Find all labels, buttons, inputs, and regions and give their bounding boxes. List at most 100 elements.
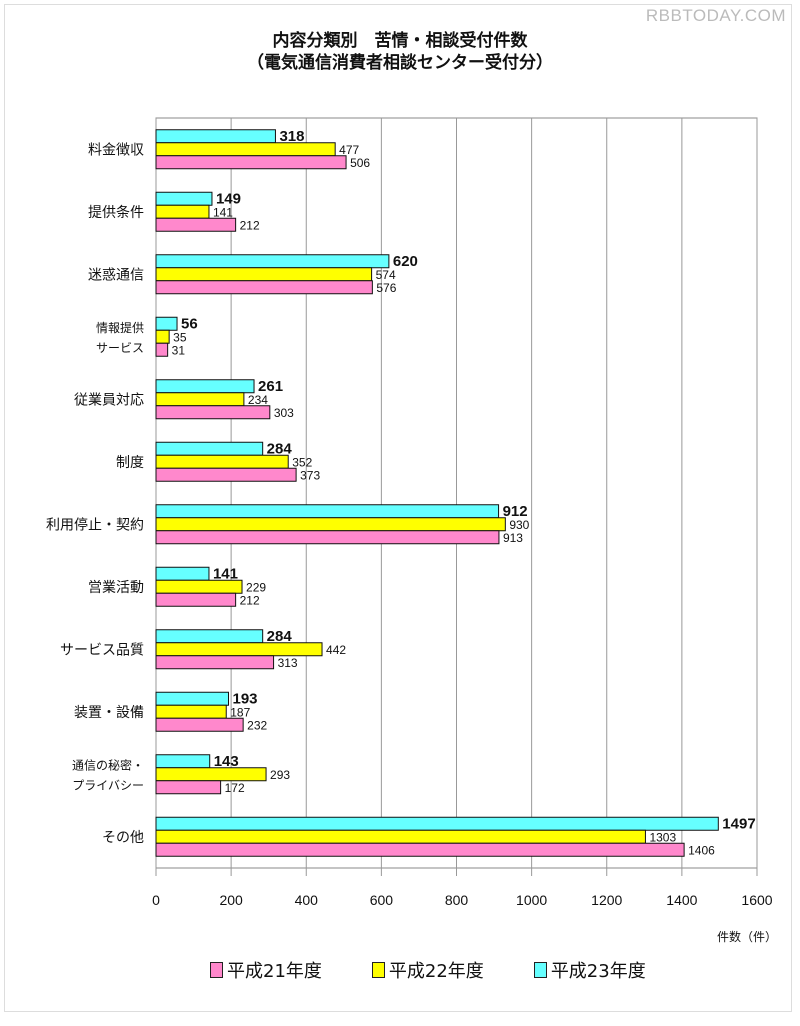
category-label: 提供条件 — [88, 204, 144, 221]
data-label: 143 — [214, 753, 239, 770]
category-label: 料金徴収 — [88, 142, 144, 158]
title-line: 内容分類別 苦情・相談受付件数 — [272, 31, 528, 51]
data-label: 141 — [213, 565, 238, 582]
bar — [155, 717, 244, 732]
data-label: 442 — [326, 643, 346, 657]
data-label: 620 — [393, 253, 418, 270]
data-label: 149 — [216, 190, 241, 207]
bar — [155, 204, 210, 219]
data-label: 172 — [225, 781, 245, 795]
data-label: 234 — [248, 393, 268, 407]
bar — [155, 592, 237, 607]
data-label: 318 — [279, 128, 304, 145]
bar — [155, 816, 719, 831]
bar — [155, 254, 390, 269]
category-label: 通信の秘密・ — [72, 757, 144, 772]
watermark: RBBTODAY.COM — [645, 6, 786, 25]
bar — [155, 441, 264, 456]
chart-title: 内容分類別 苦情・相談受付件数 （電気通信消費者相談センター受付分） — [150, 30, 650, 74]
bar — [155, 129, 276, 144]
x-tick-label: 1400 — [666, 892, 697, 908]
bar — [155, 329, 170, 344]
x-tick-label: 200 — [219, 892, 243, 908]
bar — [155, 780, 222, 795]
bar — [155, 392, 245, 407]
bar — [155, 517, 506, 532]
bar — [155, 454, 289, 469]
bar — [155, 829, 646, 844]
bar — [155, 217, 237, 232]
legend-label: 平成21年度 — [227, 961, 322, 982]
data-label: 574 — [376, 268, 396, 282]
data-label: 930 — [509, 518, 529, 532]
x-tick-label: 1600 — [741, 892, 772, 908]
category-label: 営業活動 — [88, 580, 144, 596]
data-label: 261 — [258, 378, 283, 395]
bar — [155, 142, 336, 157]
x-tick-label: 400 — [295, 892, 319, 908]
bar — [155, 267, 373, 282]
data-label: 141 — [213, 205, 233, 219]
bar — [155, 379, 255, 394]
data-label: 212 — [240, 218, 260, 232]
data-label: 193 — [232, 690, 257, 707]
chart-frame — [4, 4, 792, 1012]
data-label: 1497 — [722, 815, 755, 832]
data-label: 912 — [503, 503, 528, 520]
bar — [155, 530, 500, 545]
legend-label: 平成23年度 — [550, 961, 646, 982]
category-label: サービス品質 — [60, 642, 144, 658]
data-label: 212 — [240, 593, 260, 607]
bar — [155, 754, 211, 769]
category-label: 制度 — [116, 455, 144, 471]
category-label: 利用停止・契約 — [46, 516, 144, 533]
legend-swatch — [210, 962, 223, 978]
data-label: 232 — [247, 718, 267, 732]
legend-item: 平成22年度 — [371, 957, 484, 983]
bar — [155, 280, 373, 295]
x-axis-label: 件数（件） — [717, 930, 778, 944]
category-label: 従業員対応 — [74, 392, 144, 408]
data-label: 284 — [267, 440, 293, 457]
legend-label: 平成22年度 — [388, 961, 484, 982]
data-label: 31 — [172, 343, 186, 357]
bar — [155, 842, 685, 857]
legend: 平成21年度 平成22年度 平成23年度 — [210, 957, 646, 983]
category-label: 装置・設備 — [74, 705, 144, 721]
bar — [155, 642, 323, 657]
x-tick-label: 1200 — [591, 892, 622, 908]
data-label: 284 — [267, 628, 293, 645]
bar — [155, 191, 213, 206]
bar — [155, 579, 243, 594]
bar — [155, 566, 210, 581]
x-tick-label: 800 — [445, 892, 469, 908]
x-tick-label: 600 — [370, 892, 394, 908]
legend-swatch — [371, 962, 385, 978]
category-label: 情報提供 — [96, 320, 144, 335]
data-label: 1406 — [688, 843, 715, 857]
bar — [155, 504, 500, 519]
data-label: 576 — [376, 281, 396, 295]
data-label: 1303 — [649, 830, 676, 844]
data-label: 293 — [270, 768, 290, 782]
bar — [155, 629, 264, 644]
data-label: 506 — [350, 156, 370, 170]
category-label: その他 — [102, 830, 144, 846]
legend-item: 平成21年度 — [210, 957, 322, 983]
category-label: プライバシー — [72, 778, 144, 792]
bar — [155, 655, 275, 670]
x-tick-label: 1000 — [516, 892, 547, 908]
data-label: 313 — [278, 656, 298, 670]
data-label: 373 — [300, 468, 320, 482]
bar — [155, 316, 178, 331]
bar — [155, 342, 169, 357]
subtitle-line: （電気通信消費者相談センター受付分） — [247, 53, 553, 73]
data-label: 303 — [274, 406, 294, 420]
bar — [155, 691, 229, 706]
legend-item: 平成23年度 — [533, 957, 646, 983]
legend-swatch — [533, 962, 547, 978]
category-label: サービス — [96, 341, 144, 355]
category-label: 迷惑通信 — [88, 267, 144, 283]
data-label: 229 — [246, 580, 266, 594]
